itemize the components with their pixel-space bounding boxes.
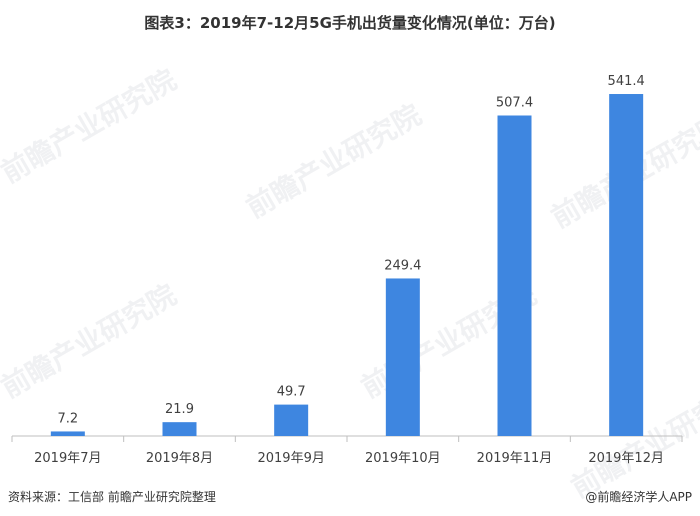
- x-tick-label: 2019年10月: [365, 451, 441, 466]
- bar: [50, 431, 85, 436]
- x-tick-label: 2019年12月: [588, 451, 664, 466]
- x-tick-labels: 2019年7月 2019年8月 2019年9月 2019年10月 2019年11月 201…: [34, 451, 664, 466]
- x-tick-label: 2019年9月: [257, 451, 324, 466]
- value-label: 49.7: [277, 385, 306, 400]
- bar: [497, 115, 532, 436]
- value-labels: 7.2 21.9 49.7 249.4 507.4 541.4: [57, 74, 644, 426]
- bar: [162, 422, 197, 436]
- value-label: 541.4: [608, 74, 645, 89]
- bar: [385, 278, 420, 436]
- bars: [50, 94, 644, 437]
- value-label: 7.2: [57, 411, 78, 426]
- chart-title: 图表3：2019年7-12月5G手机出货量变化情况(单位：万台): [144, 14, 556, 32]
- value-label: 249.4: [384, 258, 421, 273]
- x-tick-label: 2019年11月: [477, 451, 553, 466]
- x-tick-label: 2019年8月: [146, 451, 213, 466]
- credit-note: @前瞻经济学人APP: [585, 490, 692, 504]
- x-axis: [11, 435, 683, 442]
- value-label: 507.4: [496, 95, 533, 110]
- bar: [274, 404, 309, 436]
- source-note: 资料来源：工信部 前瞻产业研究院整理: [8, 490, 216, 504]
- value-label: 21.9: [165, 402, 194, 417]
- x-tick-label: 2019年7月: [34, 451, 101, 466]
- bar: [609, 94, 644, 437]
